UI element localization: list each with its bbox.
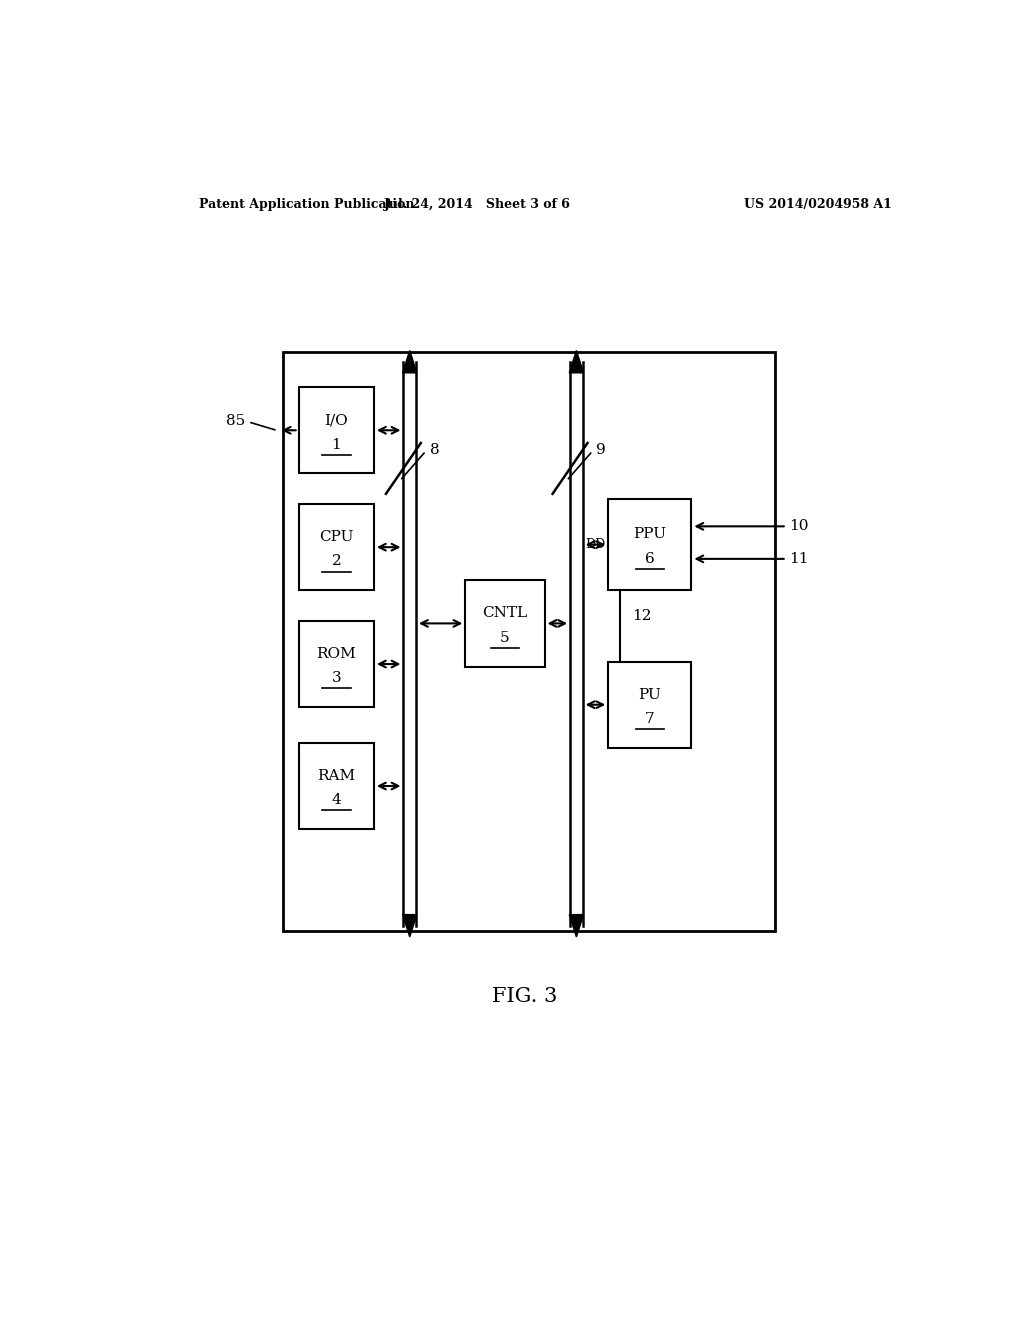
Text: 85: 85 — [226, 413, 246, 428]
Text: RAM: RAM — [317, 768, 355, 783]
Text: DD: DD — [585, 539, 605, 552]
Text: US 2014/0204958 A1: US 2014/0204958 A1 — [744, 198, 892, 211]
Text: Jul. 24, 2014   Sheet 3 of 6: Jul. 24, 2014 Sheet 3 of 6 — [384, 198, 570, 211]
Text: 3: 3 — [332, 672, 341, 685]
Bar — [299, 504, 374, 590]
Bar — [299, 387, 374, 474]
Bar — [283, 351, 775, 931]
Text: FIG. 3: FIG. 3 — [493, 987, 557, 1006]
Text: 9: 9 — [596, 444, 606, 457]
Bar — [608, 499, 691, 590]
Text: 4: 4 — [332, 793, 341, 808]
Text: PPU: PPU — [633, 528, 667, 541]
Text: 2: 2 — [332, 554, 341, 569]
FancyArrow shape — [402, 351, 417, 372]
FancyArrow shape — [569, 351, 584, 372]
Bar — [608, 661, 691, 748]
Text: 6: 6 — [645, 552, 654, 566]
FancyArrow shape — [402, 915, 417, 937]
FancyArrow shape — [569, 915, 584, 937]
Text: 1: 1 — [332, 437, 341, 451]
Text: 5: 5 — [500, 631, 510, 644]
Text: 10: 10 — [790, 519, 809, 533]
Text: 11: 11 — [790, 552, 809, 566]
Bar — [299, 743, 374, 829]
Text: I/O: I/O — [325, 413, 348, 428]
Bar — [299, 620, 374, 708]
Text: CPU: CPU — [319, 531, 353, 544]
Text: 12: 12 — [632, 609, 651, 623]
Text: CNTL: CNTL — [482, 606, 527, 620]
Bar — [465, 581, 545, 667]
Text: 7: 7 — [645, 711, 654, 726]
Text: 8: 8 — [430, 444, 439, 457]
Text: PU: PU — [638, 688, 662, 701]
Text: ROM: ROM — [316, 647, 356, 661]
Text: Patent Application Publication: Patent Application Publication — [200, 198, 415, 211]
